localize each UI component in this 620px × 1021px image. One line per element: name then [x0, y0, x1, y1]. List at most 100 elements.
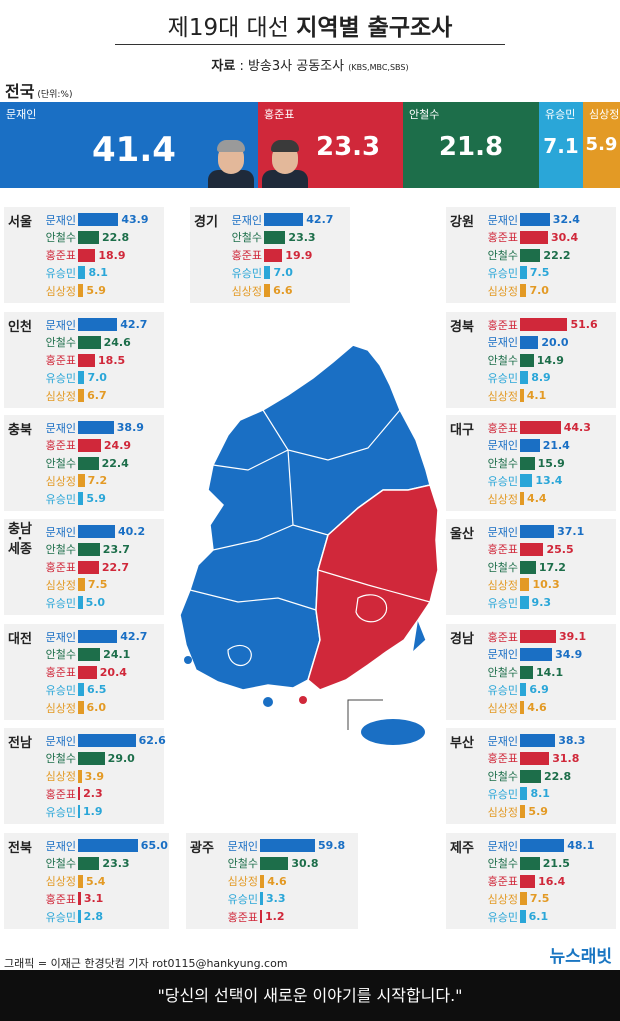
region-row: 유승민 7.0 — [224, 264, 293, 281]
candidate-label: 안철수 — [487, 457, 518, 471]
region-row: 심상정 5.4 — [38, 873, 105, 890]
vote-bar — [78, 630, 118, 643]
region-row: 유승민 13.4 — [480, 472, 562, 489]
vote-bar — [78, 839, 138, 852]
vote-bar — [78, 787, 81, 801]
candidate-label: 문재인 — [45, 839, 76, 853]
region-row: 홍준표 20.4 — [38, 664, 127, 681]
candidate-photo — [262, 138, 308, 188]
vote-value: 31.8 — [552, 751, 580, 765]
vote-value: 6.5 — [86, 683, 107, 697]
candidate-label: 홍준표 — [231, 249, 262, 263]
candidate-label: 심상정 — [227, 875, 258, 889]
region-name: 경기 — [194, 215, 218, 230]
candidate-label: 심상정 — [45, 770, 76, 784]
vote-value: 4.6 — [267, 874, 287, 888]
vote-bar — [78, 578, 85, 592]
vote-bar — [520, 892, 527, 906]
region-row: 심상정 6.0 — [38, 699, 106, 716]
vote-bar — [78, 596, 83, 610]
vote-value: 20.0 — [541, 335, 569, 349]
region-row: 심상정 7.5 — [480, 890, 549, 907]
region-panel: 광주 문재인 59.8 안철수 30.8 심상정 4.6 유승민 3.3 홍준표 1.2 — [186, 833, 358, 929]
national-bar-label: 심상정 — [589, 108, 620, 121]
vote-value: 5.0 — [85, 596, 106, 610]
candidate-label: 안철수 — [227, 857, 258, 871]
brand-logo: 뉴스래빗 — [549, 947, 612, 967]
candidate-label: 문재인 — [487, 439, 518, 453]
vote-value: 22.2 — [543, 248, 571, 262]
vote-bar — [520, 353, 534, 367]
vote-value: 18.9 — [98, 248, 126, 262]
vote-value: 4.6 — [527, 701, 547, 715]
vote-bar — [520, 492, 525, 506]
region-row: 유승민 9.3 — [480, 594, 551, 611]
vote-value: 22.4 — [101, 456, 129, 470]
region-row: 유승민 7.5 — [480, 264, 549, 281]
candidate-label: 유승민 — [45, 596, 76, 610]
region-row: 유승민 1.9 — [38, 803, 103, 820]
candidate-label: 안철수 — [45, 857, 76, 871]
vote-value: 40.2 — [117, 525, 146, 538]
region-row: 문재인 42.7 — [38, 316, 147, 333]
vote-bar — [78, 492, 84, 506]
candidate-label: 심상정 — [45, 284, 76, 298]
candidate-label: 홍준표 — [45, 787, 76, 801]
vote-value: 22.8 — [543, 769, 572, 783]
candidate-label: 안철수 — [45, 336, 76, 350]
vote-value: 21.4 — [542, 438, 570, 452]
region-name: 부산 — [450, 736, 474, 751]
vote-value: 5.9 — [528, 805, 548, 819]
candidate-label: 안철수 — [45, 752, 76, 766]
region-row: 심상정 4.4 — [480, 490, 547, 507]
vote-value: 30.8 — [291, 856, 319, 870]
vote-bar — [78, 213, 119, 226]
vote-value: 39.1 — [558, 630, 587, 643]
candidate-label: 유승민 — [231, 266, 262, 280]
region-row: 유승민 5.9 — [38, 490, 106, 507]
region-name: 전북 — [8, 841, 32, 856]
vote-bar — [520, 560, 536, 574]
candidate-label: 유승민 — [45, 492, 76, 506]
region-row: 안철수 14.9 — [480, 352, 564, 369]
candidate-label: 심상정 — [45, 474, 76, 488]
region-row: 심상정 7.2 — [38, 472, 107, 489]
region-row: 유승민 6.9 — [480, 681, 549, 698]
region-name: 경남 — [450, 632, 474, 647]
region-row: 문재인 43.9 — [38, 211, 149, 228]
vote-bar — [78, 647, 101, 661]
vote-bar — [78, 701, 84, 715]
candidate-label: 심상정 — [45, 389, 76, 403]
region-row: 안철수 22.4 — [38, 455, 129, 472]
region-panel: 울산 문재인 37.1 홍준표 25.5 안철수 17.2 심상정 10.3 유승민 9.3 — [446, 519, 616, 615]
vote-value: 9.3 — [531, 596, 552, 610]
region-row: 홍준표 24.9 — [38, 437, 131, 454]
region-row: 홍준표 44.3 — [480, 419, 591, 436]
region-panel: 대구 홍준표 44.3 문재인 21.4 안철수 15.9 유승민 13.4 심상정 4.4 — [446, 415, 616, 511]
vote-bar — [520, 787, 528, 801]
vote-value: 7.0 — [273, 266, 293, 280]
region-row: 안철수 22.8 — [480, 768, 571, 785]
vote-value: 18.5 — [98, 353, 126, 367]
vote-bar — [78, 910, 81, 924]
vote-bar — [260, 874, 265, 888]
national-bar-value: 41.4 — [92, 130, 176, 170]
vote-bar — [78, 456, 99, 470]
vote-value: 42.7 — [120, 630, 148, 643]
vote-value: 44.3 — [563, 421, 591, 434]
region-row: 홍준표 30.4 — [480, 229, 578, 246]
vote-value: 34.9 — [555, 647, 583, 661]
vote-value: 2.8 — [83, 910, 104, 924]
region-row: 홍준표 22.7 — [38, 559, 129, 576]
region-row: 홍준표 16.4 — [480, 873, 565, 890]
vote-bar — [520, 474, 533, 488]
vote-bar — [520, 839, 565, 852]
candidate-label: 심상정 — [487, 892, 518, 906]
vote-bar — [520, 665, 533, 679]
region-row: 심상정 3.9 — [38, 768, 104, 785]
national-bar-label: 안철수 — [409, 108, 440, 121]
vote-value: 3.3 — [266, 892, 286, 906]
vote-value: 24.9 — [103, 438, 132, 452]
candidate-label: 문재인 — [487, 648, 518, 662]
vote-value: 4.1 — [526, 389, 547, 403]
